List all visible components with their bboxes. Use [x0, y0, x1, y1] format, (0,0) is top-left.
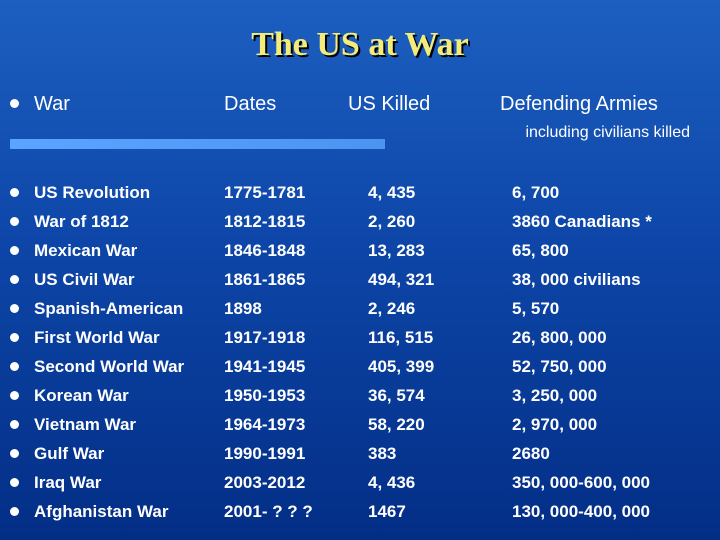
war-dates: 1775-1781: [224, 183, 306, 202]
war-name: Afghanistan War: [34, 502, 169, 521]
table-row: US Civil War 1861-1865 494, 321 38, 000 civ…: [0, 265, 720, 294]
bullet-icon: [10, 275, 19, 284]
war-dates: 2003-2012: [224, 473, 306, 492]
us-killed: 116, 515: [368, 328, 434, 347]
us-killed: 405, 399: [368, 357, 435, 376]
bullet-icon: [10, 217, 19, 226]
us-killed: 13, 283: [368, 241, 425, 260]
bullet-icon: [10, 420, 19, 429]
war-dates: 2001- ? ? ?: [224, 502, 313, 521]
defending-armies: 5, 570: [512, 299, 560, 318]
us-killed: 2, 246: [368, 299, 416, 318]
defending-armies: 350, 000-600, 000: [512, 473, 651, 492]
header-us-killed: US Killed: [348, 93, 431, 115]
table-row: Iraq War 2003-2012 4, 436 350, 000-600, 000: [0, 468, 720, 497]
war-name: US Revolution: [34, 183, 151, 202]
war-name: Iraq War: [34, 473, 102, 492]
war-table: US Revolution 1775-1781 4, 435 6, 700 War of…: [0, 178, 720, 526]
defending-armies: 130, 000-400, 000: [512, 502, 651, 521]
defending-armies: 6, 700: [512, 183, 560, 202]
war-name: Korean War: [34, 386, 129, 405]
slide-title: The US at War: [251, 26, 469, 63]
defending-armies: 38, 000 civilians: [512, 270, 641, 289]
defending-armies: 2, 970, 000: [512, 415, 598, 434]
bullet-icon: [10, 391, 19, 400]
table-row: US Revolution 1775-1781 4, 435 6, 700: [0, 178, 720, 207]
war-dates: 1812-1815: [224, 212, 306, 231]
defending-armies: 3, 250, 000: [512, 386, 598, 405]
bullet-icon: [10, 333, 19, 342]
defending-armies: 2680: [512, 444, 550, 463]
header-divider: [10, 139, 385, 149]
war-name: Mexican War: [34, 241, 138, 260]
header-defending-armies: Defending Armies: [500, 93, 658, 115]
bullet-icon: [10, 507, 19, 516]
header-dates: Dates: [224, 93, 277, 115]
bullet-icon: [10, 478, 19, 487]
us-killed: 36, 574: [368, 386, 425, 405]
war-dates: 1846-1848: [224, 241, 306, 260]
war-name: Second World War: [34, 357, 185, 376]
us-killed: 383: [368, 444, 397, 463]
header-bullet-icon: [10, 99, 19, 108]
defending-armies: 65, 800: [512, 241, 569, 260]
bullet-icon: [10, 362, 19, 371]
war-name: Gulf War: [34, 444, 105, 463]
defending-armies: 52, 750, 000: [512, 357, 607, 376]
bullet-icon: [10, 449, 19, 458]
war-dates: 1898: [224, 299, 262, 318]
war-dates: 1950-1953: [224, 386, 306, 405]
us-killed: 4, 436: [368, 473, 416, 492]
war-name: War of 1812: [34, 212, 129, 231]
us-killed: 2, 260: [368, 212, 416, 231]
us-killed: 4, 435: [368, 183, 416, 202]
defending-armies: 26, 800, 000: [512, 328, 607, 347]
defending-armies: 3860 Canadians *: [512, 212, 652, 231]
bullet-icon: [10, 304, 19, 313]
table-row: Gulf War 1990-1991 383 2680: [0, 439, 720, 468]
table-row: Vietnam War 1964-1973 58, 220 2, 970, 000: [0, 410, 720, 439]
war-dates: 1990-1991: [224, 444, 306, 463]
war-name: First World War: [34, 328, 160, 347]
table-row: Second World War 1941-1945 405, 399 52, 750…: [0, 352, 720, 381]
table-row: First World War 1917-1918 116, 515 26, 800,…: [0, 323, 720, 352]
table-row: Korean War 1950-1953 36, 574 3, 250, 000: [0, 381, 720, 410]
war-dates: 1861-1865: [224, 270, 306, 289]
header-defending-note: including civilians killed: [525, 124, 690, 141]
bullet-icon: [10, 246, 19, 255]
bullet-icon: [10, 188, 19, 197]
war-dates: 1941-1945: [224, 357, 306, 376]
table-row: War of 1812 1812-1815 2, 260 3860 Canadians…: [0, 207, 720, 236]
war-dates: 1964-1973: [224, 415, 306, 434]
war-name: US Civil War: [34, 270, 135, 289]
table-row: Spanish-American 1898 2, 246 5, 570: [0, 294, 720, 323]
us-killed: 494, 321: [368, 270, 435, 289]
table-row: Mexican War 1846-1848 13, 283 65, 800: [0, 236, 720, 265]
war-name: Spanish-American: [34, 299, 184, 318]
table-row: Afghanistan War 2001- ? ? ? 1467 130, 000-4…: [0, 497, 720, 526]
us-killed: 58, 220: [368, 415, 425, 434]
war-name: Vietnam War: [34, 415, 137, 434]
header-war: War: [34, 93, 70, 115]
war-dates: 1917-1918: [224, 328, 306, 347]
us-killed: 1467: [368, 502, 406, 521]
